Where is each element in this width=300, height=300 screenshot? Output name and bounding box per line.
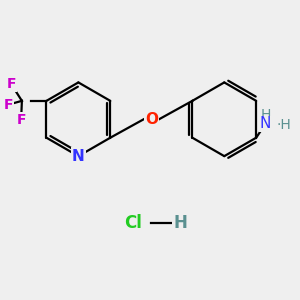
Text: N: N	[72, 148, 85, 164]
Text: H: H	[174, 214, 188, 232]
Text: H: H	[260, 108, 271, 122]
Text: F: F	[6, 77, 16, 91]
Text: Cl: Cl	[124, 214, 142, 232]
Text: F: F	[3, 98, 13, 112]
Text: F: F	[16, 113, 26, 127]
Text: O: O	[145, 112, 158, 127]
Text: N: N	[260, 116, 271, 131]
Text: ·H: ·H	[276, 118, 291, 132]
